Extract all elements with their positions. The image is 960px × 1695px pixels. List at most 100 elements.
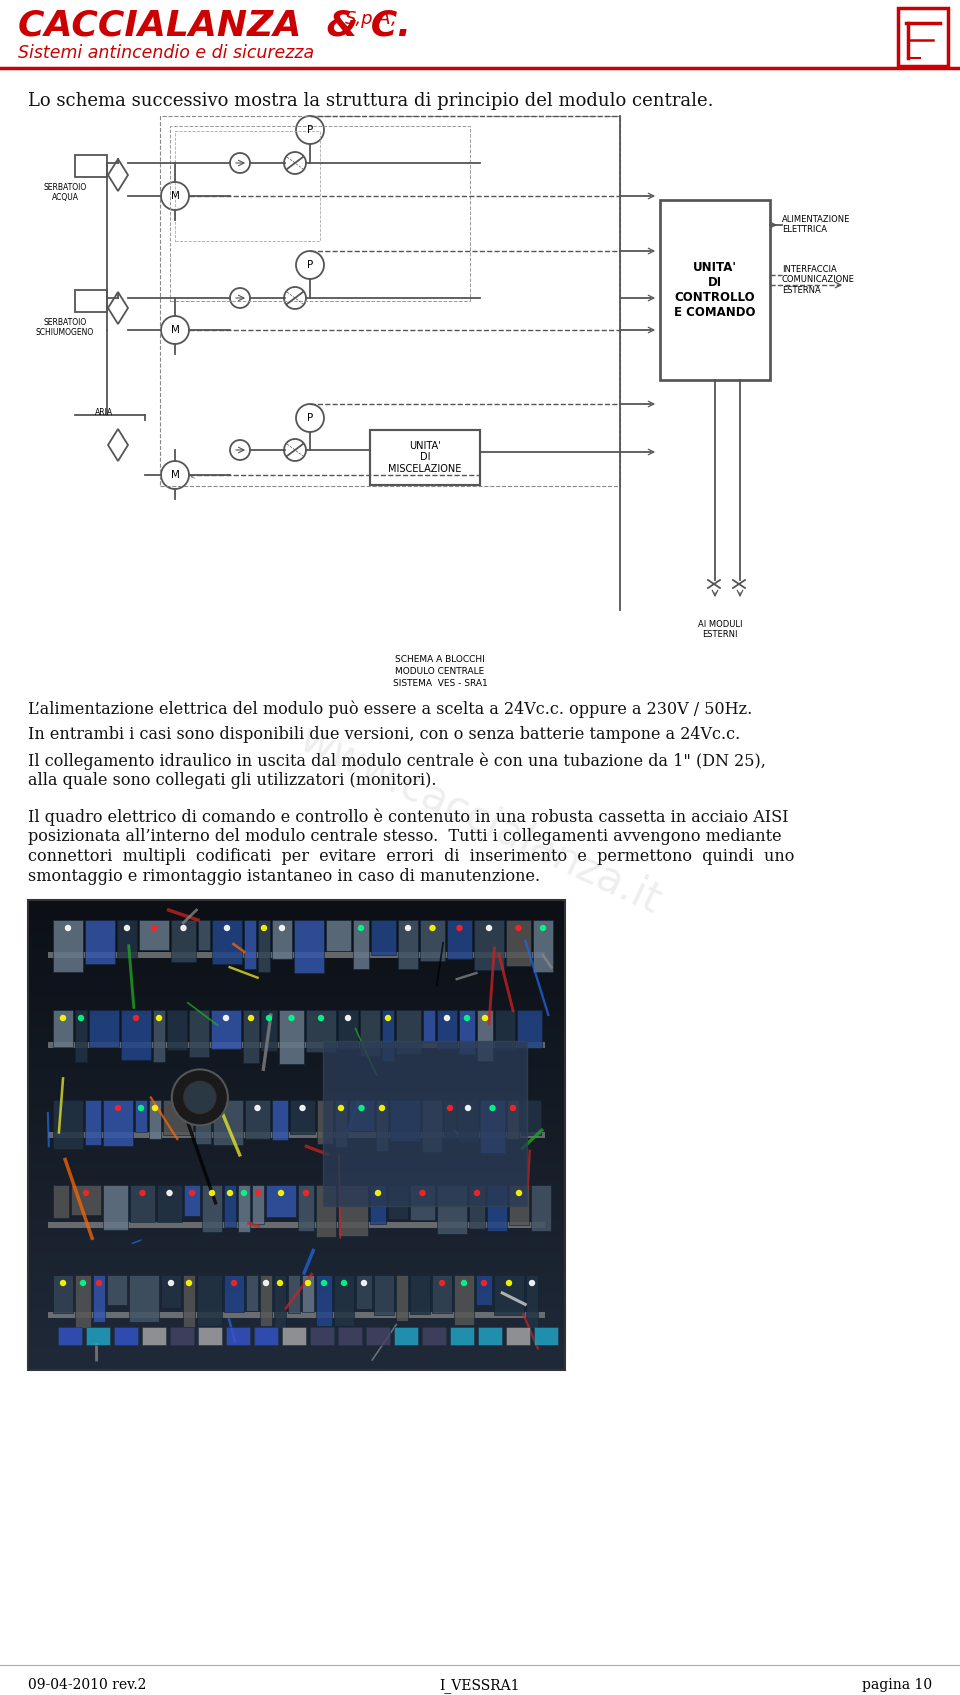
Circle shape (209, 1190, 214, 1195)
Bar (261, 1010, 277, 1051)
Bar (533, 920, 553, 971)
Circle shape (224, 1015, 228, 1020)
Bar (53, 1275, 73, 1314)
Circle shape (359, 1105, 364, 1110)
Bar (360, 1010, 380, 1056)
Bar (170, 125, 470, 302)
Bar (89, 1010, 119, 1048)
Bar (306, 1010, 336, 1053)
Bar (274, 1275, 286, 1327)
Bar (458, 1100, 478, 1142)
Bar (103, 1100, 133, 1146)
Circle shape (511, 1105, 516, 1110)
Circle shape (201, 1105, 205, 1110)
Text: <: < (189, 473, 195, 480)
Circle shape (133, 1015, 138, 1020)
Circle shape (189, 1190, 195, 1195)
Bar (258, 920, 270, 971)
Circle shape (420, 1190, 425, 1195)
Bar (272, 920, 292, 959)
Bar (86, 1327, 110, 1346)
Text: alla quale sono collegati gli utilizzatori (monitori).: alla quale sono collegati gli utilizzato… (28, 771, 437, 788)
Text: ARIA: ARIA (95, 408, 113, 417)
Circle shape (296, 251, 324, 280)
Circle shape (430, 925, 435, 931)
Bar (422, 1327, 446, 1346)
Circle shape (242, 1190, 247, 1195)
Circle shape (296, 115, 324, 144)
Circle shape (375, 1190, 380, 1195)
Bar (167, 1010, 187, 1049)
Bar (478, 1327, 502, 1346)
Circle shape (161, 315, 189, 344)
Bar (495, 1010, 515, 1049)
Bar (189, 1010, 209, 1058)
Circle shape (79, 1015, 84, 1020)
Bar (183, 1275, 195, 1327)
Circle shape (230, 288, 250, 308)
Bar (272, 1100, 288, 1141)
Bar (71, 1185, 101, 1215)
Text: INTERFACCIA
COMUNICAZIONE
ESTERNA: INTERFACCIA COMUNICAZIONE ESTERNA (782, 264, 854, 295)
Bar (324, 1041, 527, 1205)
Bar (75, 290, 107, 312)
Bar (338, 1185, 368, 1236)
Bar (477, 1010, 493, 1061)
Circle shape (507, 1280, 512, 1285)
Bar (160, 115, 620, 486)
Bar (48, 1042, 545, 1048)
Circle shape (303, 1190, 308, 1195)
Text: SCHEMA A BLOCCHI
MODULO CENTRALE
SISTEMA  VES - SRA1: SCHEMA A BLOCCHI MODULO CENTRALE SISTEMA… (393, 654, 488, 688)
Circle shape (405, 925, 411, 931)
Circle shape (279, 925, 284, 931)
Bar (476, 1275, 492, 1305)
Bar (53, 920, 83, 971)
Circle shape (115, 1105, 121, 1110)
Bar (129, 1275, 159, 1322)
Circle shape (140, 1190, 145, 1195)
Circle shape (462, 1280, 467, 1285)
Circle shape (483, 1015, 488, 1020)
Circle shape (138, 1105, 143, 1110)
Circle shape (379, 1105, 385, 1110)
Circle shape (277, 1280, 282, 1285)
Bar (139, 920, 169, 949)
Circle shape (516, 925, 521, 931)
Circle shape (255, 1105, 260, 1110)
Bar (149, 1100, 161, 1139)
Text: S,p,A,: S,p,A, (345, 10, 397, 29)
Bar (370, 1185, 386, 1224)
Bar (48, 1222, 545, 1227)
Bar (317, 1100, 333, 1144)
Text: posizionata all’interno del modulo centrale stesso.  Tutti i collegamenti avveng: posizionata all’interno del modulo centr… (28, 827, 781, 846)
Bar (260, 1275, 272, 1325)
Bar (75, 154, 107, 176)
Bar (444, 1100, 456, 1141)
Bar (326, 920, 351, 951)
Circle shape (319, 1015, 324, 1020)
Circle shape (358, 925, 364, 931)
Circle shape (172, 1070, 228, 1125)
Circle shape (97, 1280, 102, 1285)
Bar (338, 1327, 362, 1346)
Text: L’alimentazione elettrica del modulo può essere a scelta a 24Vc.c. oppure a 230V: L’alimentazione elettrica del modulo può… (28, 700, 753, 717)
Bar (521, 1100, 541, 1136)
Bar (213, 1100, 243, 1146)
Circle shape (169, 1280, 174, 1285)
Circle shape (530, 1280, 535, 1285)
Bar (349, 1100, 374, 1131)
Circle shape (474, 1190, 479, 1195)
Bar (245, 1100, 270, 1139)
Bar (288, 1275, 300, 1314)
Circle shape (152, 925, 156, 931)
Bar (294, 920, 324, 973)
Circle shape (186, 1280, 191, 1285)
Bar (117, 920, 137, 958)
Bar (224, 1185, 236, 1227)
Bar (356, 1275, 372, 1309)
Circle shape (255, 1190, 260, 1195)
Circle shape (81, 1280, 85, 1285)
Circle shape (249, 1015, 253, 1020)
Circle shape (540, 925, 545, 931)
Bar (93, 1275, 105, 1322)
